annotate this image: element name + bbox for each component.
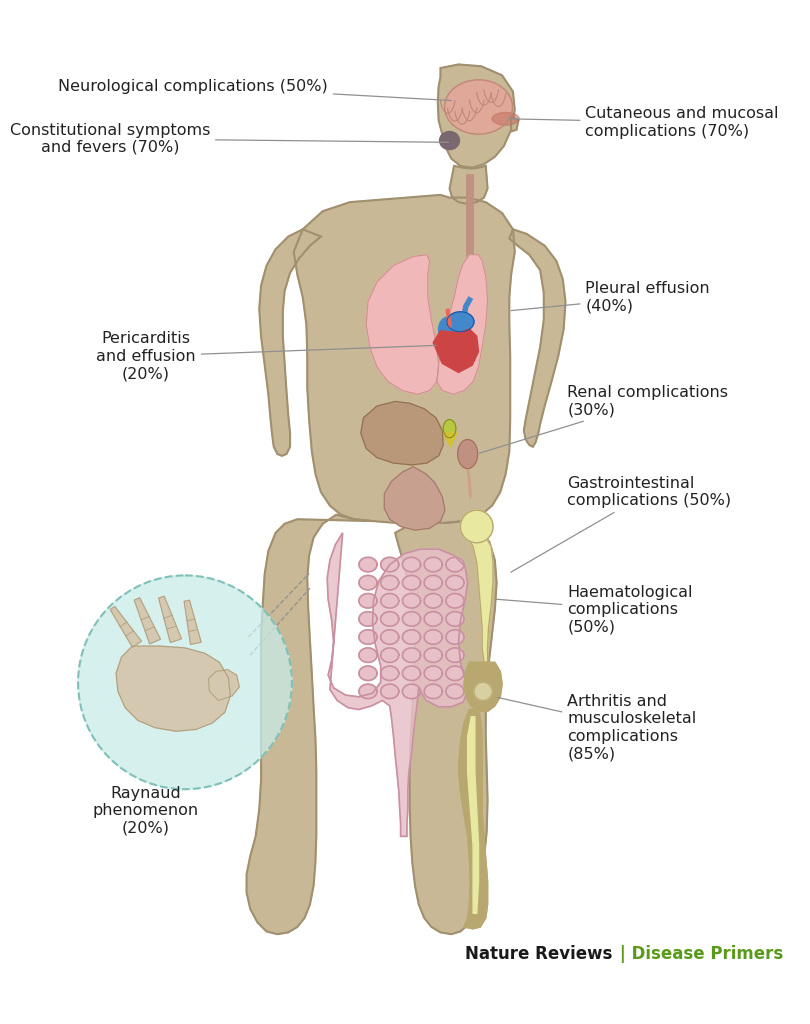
Polygon shape [381,557,399,571]
Polygon shape [381,666,399,681]
Polygon shape [359,666,377,681]
Polygon shape [450,166,488,204]
Polygon shape [424,594,442,608]
Polygon shape [359,630,377,644]
Circle shape [78,575,292,790]
Polygon shape [381,594,399,608]
Polygon shape [403,630,420,644]
Text: Raynaud
phenomenon
(20%): Raynaud phenomenon (20%) [93,786,199,836]
Polygon shape [403,648,420,663]
Text: Arthritis and
musculoskeletal
complications
(85%): Arthritis and musculoskeletal complicati… [497,694,697,761]
Polygon shape [443,433,457,446]
Polygon shape [184,600,201,644]
Ellipse shape [439,317,457,341]
Text: Haematological
complications
(50%): Haematological complications (50%) [496,585,693,635]
Polygon shape [403,575,420,590]
Text: Renal complications
(30%): Renal complications (30%) [480,385,728,454]
Polygon shape [446,648,464,663]
Polygon shape [424,630,442,644]
Polygon shape [403,557,420,571]
Polygon shape [446,666,464,681]
Polygon shape [294,195,515,524]
Polygon shape [259,229,321,456]
Polygon shape [381,611,399,626]
Polygon shape [446,630,464,644]
Polygon shape [446,575,464,590]
Polygon shape [381,575,399,590]
Ellipse shape [440,131,459,150]
Polygon shape [437,65,515,168]
Text: Neurological complications (50%): Neurological complications (50%) [58,79,451,100]
Polygon shape [134,598,160,644]
Polygon shape [464,663,502,712]
Polygon shape [384,467,445,530]
Polygon shape [424,684,442,698]
Polygon shape [424,575,442,590]
Polygon shape [381,684,399,698]
Text: Cutaneous and mucosal
complications (70%): Cutaneous and mucosal complications (70%… [509,106,779,138]
Polygon shape [395,521,497,934]
Polygon shape [446,557,464,571]
Polygon shape [446,684,464,698]
Polygon shape [159,596,181,642]
Polygon shape [509,229,565,446]
Polygon shape [381,630,399,644]
Polygon shape [327,532,467,837]
Polygon shape [359,648,377,663]
Text: Pericarditis
and effusion
(20%): Pericarditis and effusion (20%) [96,332,436,381]
Circle shape [460,510,493,543]
Polygon shape [446,594,464,608]
Polygon shape [116,646,230,731]
Polygon shape [458,710,488,929]
Text: Constitutional symptoms
and fevers (70%): Constitutional symptoms and fevers (70%) [10,123,449,155]
Polygon shape [403,666,420,681]
Text: Pleural effusion
(40%): Pleural effusion (40%) [511,281,710,313]
Polygon shape [366,255,439,394]
Polygon shape [359,684,377,698]
Polygon shape [446,611,464,626]
Polygon shape [359,557,377,571]
Polygon shape [403,684,420,698]
Ellipse shape [458,439,478,469]
Polygon shape [467,717,479,913]
Polygon shape [359,575,377,590]
Polygon shape [403,594,420,608]
Polygon shape [381,648,399,663]
Text: Nature Reviews: Nature Reviews [465,945,612,964]
Polygon shape [208,670,239,700]
Polygon shape [110,606,142,647]
Text: | Disease Primers: | Disease Primers [615,945,784,964]
Circle shape [474,682,492,700]
Polygon shape [511,116,518,131]
Ellipse shape [492,113,519,125]
Ellipse shape [447,311,474,332]
Polygon shape [424,648,442,663]
Polygon shape [359,594,377,608]
Polygon shape [246,515,373,934]
Polygon shape [424,611,442,626]
Polygon shape [424,557,442,571]
Polygon shape [433,329,479,373]
Polygon shape [359,611,377,626]
Polygon shape [437,255,488,394]
Polygon shape [403,611,420,626]
Ellipse shape [445,80,513,134]
Text: Gastrointestinal
complications (50%): Gastrointestinal complications (50%) [511,476,731,572]
Polygon shape [424,666,442,681]
Polygon shape [467,532,493,663]
Ellipse shape [443,420,456,437]
Polygon shape [360,401,443,465]
